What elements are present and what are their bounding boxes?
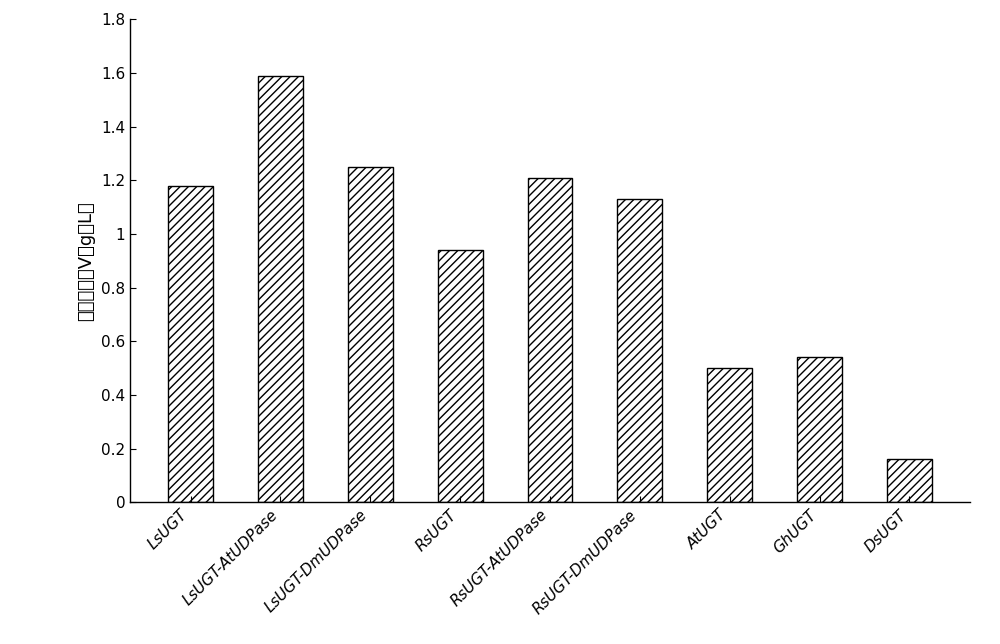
Bar	[707, 368, 752, 502]
Bar	[617, 199, 662, 502]
Bar	[258, 76, 303, 502]
Y-axis label: 罗汉果糖苷V（g／L）: 罗汉果糖苷V（g／L）	[77, 201, 95, 321]
Bar	[168, 185, 213, 502]
Bar	[887, 459, 932, 502]
Bar	[797, 357, 842, 502]
Bar	[438, 250, 483, 502]
Bar	[348, 167, 393, 502]
Bar	[528, 178, 572, 502]
